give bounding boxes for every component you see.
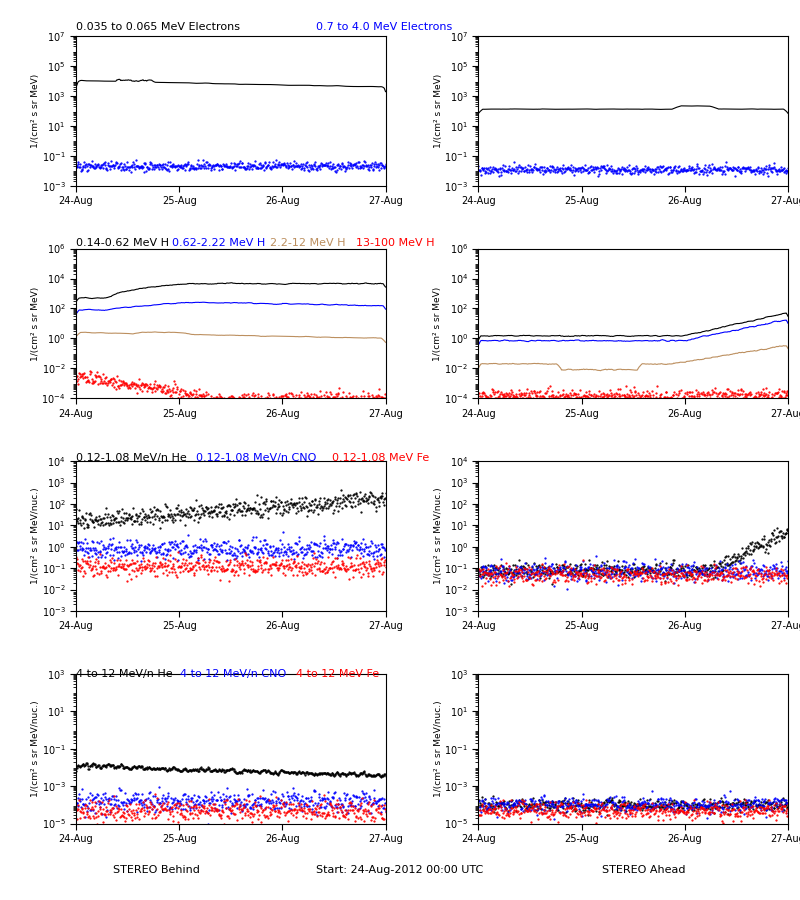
Text: 0.62-2.22 MeV H: 0.62-2.22 MeV H	[172, 238, 266, 248]
Text: 0.035 to 0.065 MeV Electrons: 0.035 to 0.065 MeV Electrons	[76, 22, 240, 32]
Y-axis label: 1/(cm² s sr MeV/nuc.): 1/(cm² s sr MeV/nuc.)	[31, 700, 40, 797]
Text: 2.2-12 MeV H: 2.2-12 MeV H	[270, 238, 346, 248]
Text: 4 to 12 MeV/n He: 4 to 12 MeV/n He	[76, 669, 173, 679]
Text: 4 to 12 MeV Fe: 4 to 12 MeV Fe	[296, 669, 379, 679]
Text: 13-100 MeV H: 13-100 MeV H	[356, 238, 434, 248]
Y-axis label: 1/(cm² s sr MeV/nuc.): 1/(cm² s sr MeV/nuc.)	[434, 488, 442, 584]
Text: 0.12-1.08 MeV/n CNO: 0.12-1.08 MeV/n CNO	[196, 453, 316, 463]
Text: 0.12-1.08 MeV/n He: 0.12-1.08 MeV/n He	[76, 453, 186, 463]
Y-axis label: 1/(cm² s sr MeV/nuc.): 1/(cm² s sr MeV/nuc.)	[434, 700, 442, 797]
Text: 0.12-1.08 MeV Fe: 0.12-1.08 MeV Fe	[332, 453, 430, 463]
Text: STEREO Behind: STEREO Behind	[113, 865, 199, 875]
Y-axis label: 1/(cm² s sr MeV): 1/(cm² s sr MeV)	[31, 74, 40, 148]
Y-axis label: 1/(cm² s sr MeV): 1/(cm² s sr MeV)	[434, 74, 442, 148]
Y-axis label: 1/(cm² s sr MeV): 1/(cm² s sr MeV)	[434, 286, 442, 361]
Text: STEREO Ahead: STEREO Ahead	[602, 865, 686, 875]
Text: 4 to 12 MeV/n CNO: 4 to 12 MeV/n CNO	[180, 669, 286, 679]
Text: Start: 24-Aug-2012 00:00 UTC: Start: 24-Aug-2012 00:00 UTC	[316, 865, 484, 875]
Text: 0.7 to 4.0 MeV Electrons: 0.7 to 4.0 MeV Electrons	[316, 22, 452, 32]
Y-axis label: 1/(cm² s sr MeV): 1/(cm² s sr MeV)	[31, 286, 40, 361]
Text: 0.14-0.62 MeV H: 0.14-0.62 MeV H	[76, 238, 169, 248]
Y-axis label: 1/(cm² s sr MeV/nuc.): 1/(cm² s sr MeV/nuc.)	[31, 488, 40, 584]
